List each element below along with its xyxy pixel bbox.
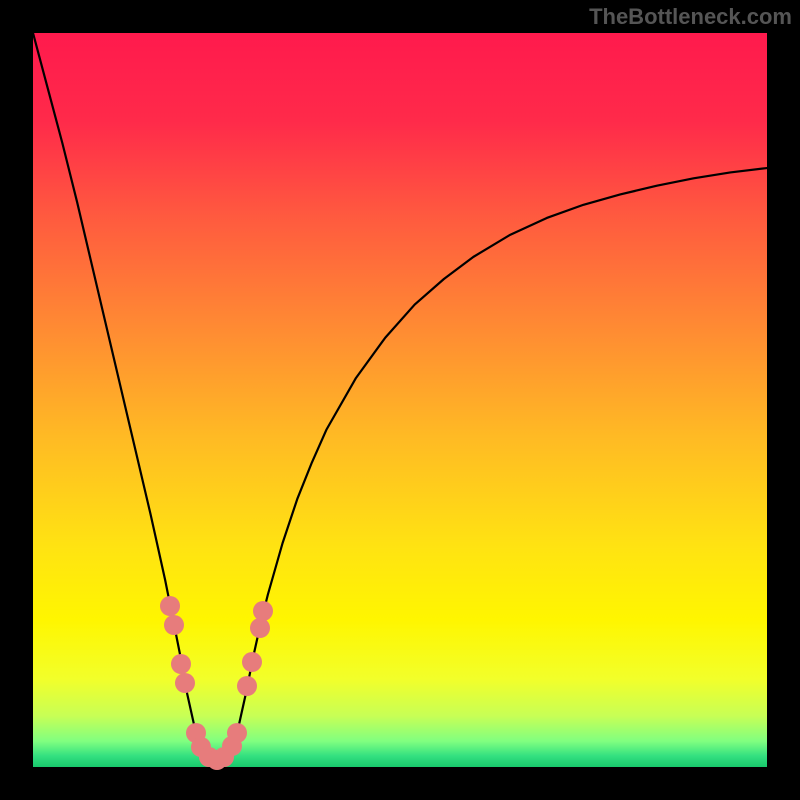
data-marker [227,723,247,743]
watermark-text: TheBottleneck.com [589,4,792,30]
data-marker [171,654,191,674]
data-marker [250,618,270,638]
plot-area [33,33,767,767]
data-marker [160,596,180,616]
markers-layer [33,33,767,767]
chart-canvas: TheBottleneck.com [0,0,800,800]
data-marker [242,652,262,672]
data-marker [175,673,195,693]
data-marker [164,615,184,635]
data-marker [237,676,257,696]
data-marker [253,601,273,621]
